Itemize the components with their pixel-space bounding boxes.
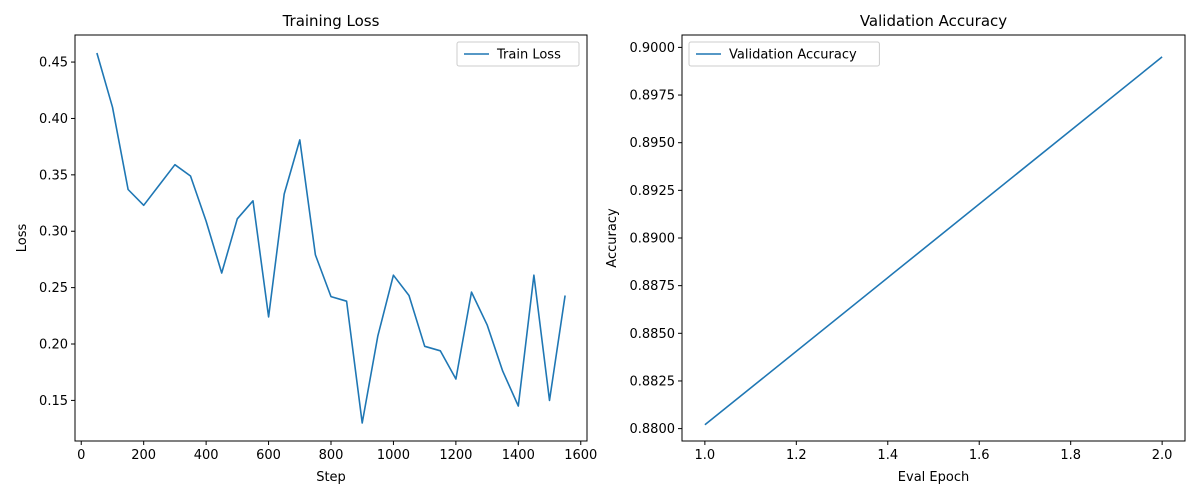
y-tick-label: 0.8800 bbox=[630, 422, 676, 437]
legend-box bbox=[688, 41, 880, 67]
y-tick-label: 0.35 bbox=[39, 168, 68, 183]
legend-box bbox=[456, 41, 580, 67]
y-tick-label: 0.25 bbox=[39, 281, 68, 296]
training-loss-panel: Training Loss 0 200 400 600 800 1000 1200 1400 16… bbox=[15, 12, 597, 485]
series-line-train-loss bbox=[96, 52, 566, 424]
series-line-validation-accuracy bbox=[704, 56, 1163, 426]
y-tick-label: 0.8975 bbox=[630, 89, 676, 104]
x-tick-label: 1200 bbox=[439, 448, 472, 463]
x-axis-label: Eval Epoch bbox=[898, 470, 969, 485]
x-tick-label: 1.2 bbox=[786, 448, 807, 463]
y-tick-label: 0.8925 bbox=[630, 184, 676, 199]
y-tick-label: 0.8825 bbox=[630, 374, 676, 389]
y-tick-label: 0.20 bbox=[39, 338, 68, 353]
chart-title: Validation Accuracy bbox=[860, 12, 1007, 30]
x-tick-label: 1000 bbox=[377, 448, 410, 463]
x-tick-label: 800 bbox=[319, 448, 344, 463]
y-tick-label: 0.30 bbox=[39, 225, 68, 240]
x-tick-label: 2.0 bbox=[1152, 448, 1173, 463]
x-tick-label: 1400 bbox=[502, 448, 535, 463]
x-tick-label: 400 bbox=[194, 448, 219, 463]
y-tick-label: 0.8950 bbox=[630, 136, 676, 151]
y-tick-label: 0.9000 bbox=[630, 41, 676, 56]
plot-area-frame bbox=[681, 34, 1186, 442]
x-tick-label: 200 bbox=[131, 448, 156, 463]
x-tick-label: 1.6 bbox=[969, 448, 990, 463]
legend: Validation Accuracy bbox=[688, 41, 880, 67]
y-tick-label: 0.8900 bbox=[630, 232, 676, 247]
legend-label: Train Loss bbox=[496, 48, 561, 63]
y-tick-label: 0.15 bbox=[39, 394, 68, 409]
x-tick-label: 1.8 bbox=[1060, 448, 1081, 463]
y-tick-label: 0.40 bbox=[39, 112, 68, 127]
y-axis-label: Loss bbox=[15, 224, 30, 253]
plot-area-frame bbox=[74, 34, 588, 442]
legend: Train Loss bbox=[456, 41, 580, 67]
y-tick-label: 0.8850 bbox=[630, 327, 676, 342]
x-axis-label: Step bbox=[316, 470, 346, 485]
x-tick-label: 1.4 bbox=[877, 448, 898, 463]
chart-title: Training Loss bbox=[282, 12, 380, 30]
x-tick-label: 600 bbox=[256, 448, 281, 463]
legend-label: Validation Accuracy bbox=[729, 48, 857, 63]
y-axis-label: Accuracy bbox=[605, 208, 620, 268]
y-tick-label: 0.45 bbox=[39, 56, 68, 71]
y-tick-label: 0.8875 bbox=[630, 279, 676, 294]
x-tick-label: 0 bbox=[77, 448, 85, 463]
x-tick-label: 1.0 bbox=[695, 448, 716, 463]
validation-accuracy-panel: Validation Accuracy 1.0 1.2 1.4 1.6 1.8 2.0 0.8… bbox=[605, 12, 1186, 485]
x-tick-label: 1600 bbox=[564, 448, 597, 463]
